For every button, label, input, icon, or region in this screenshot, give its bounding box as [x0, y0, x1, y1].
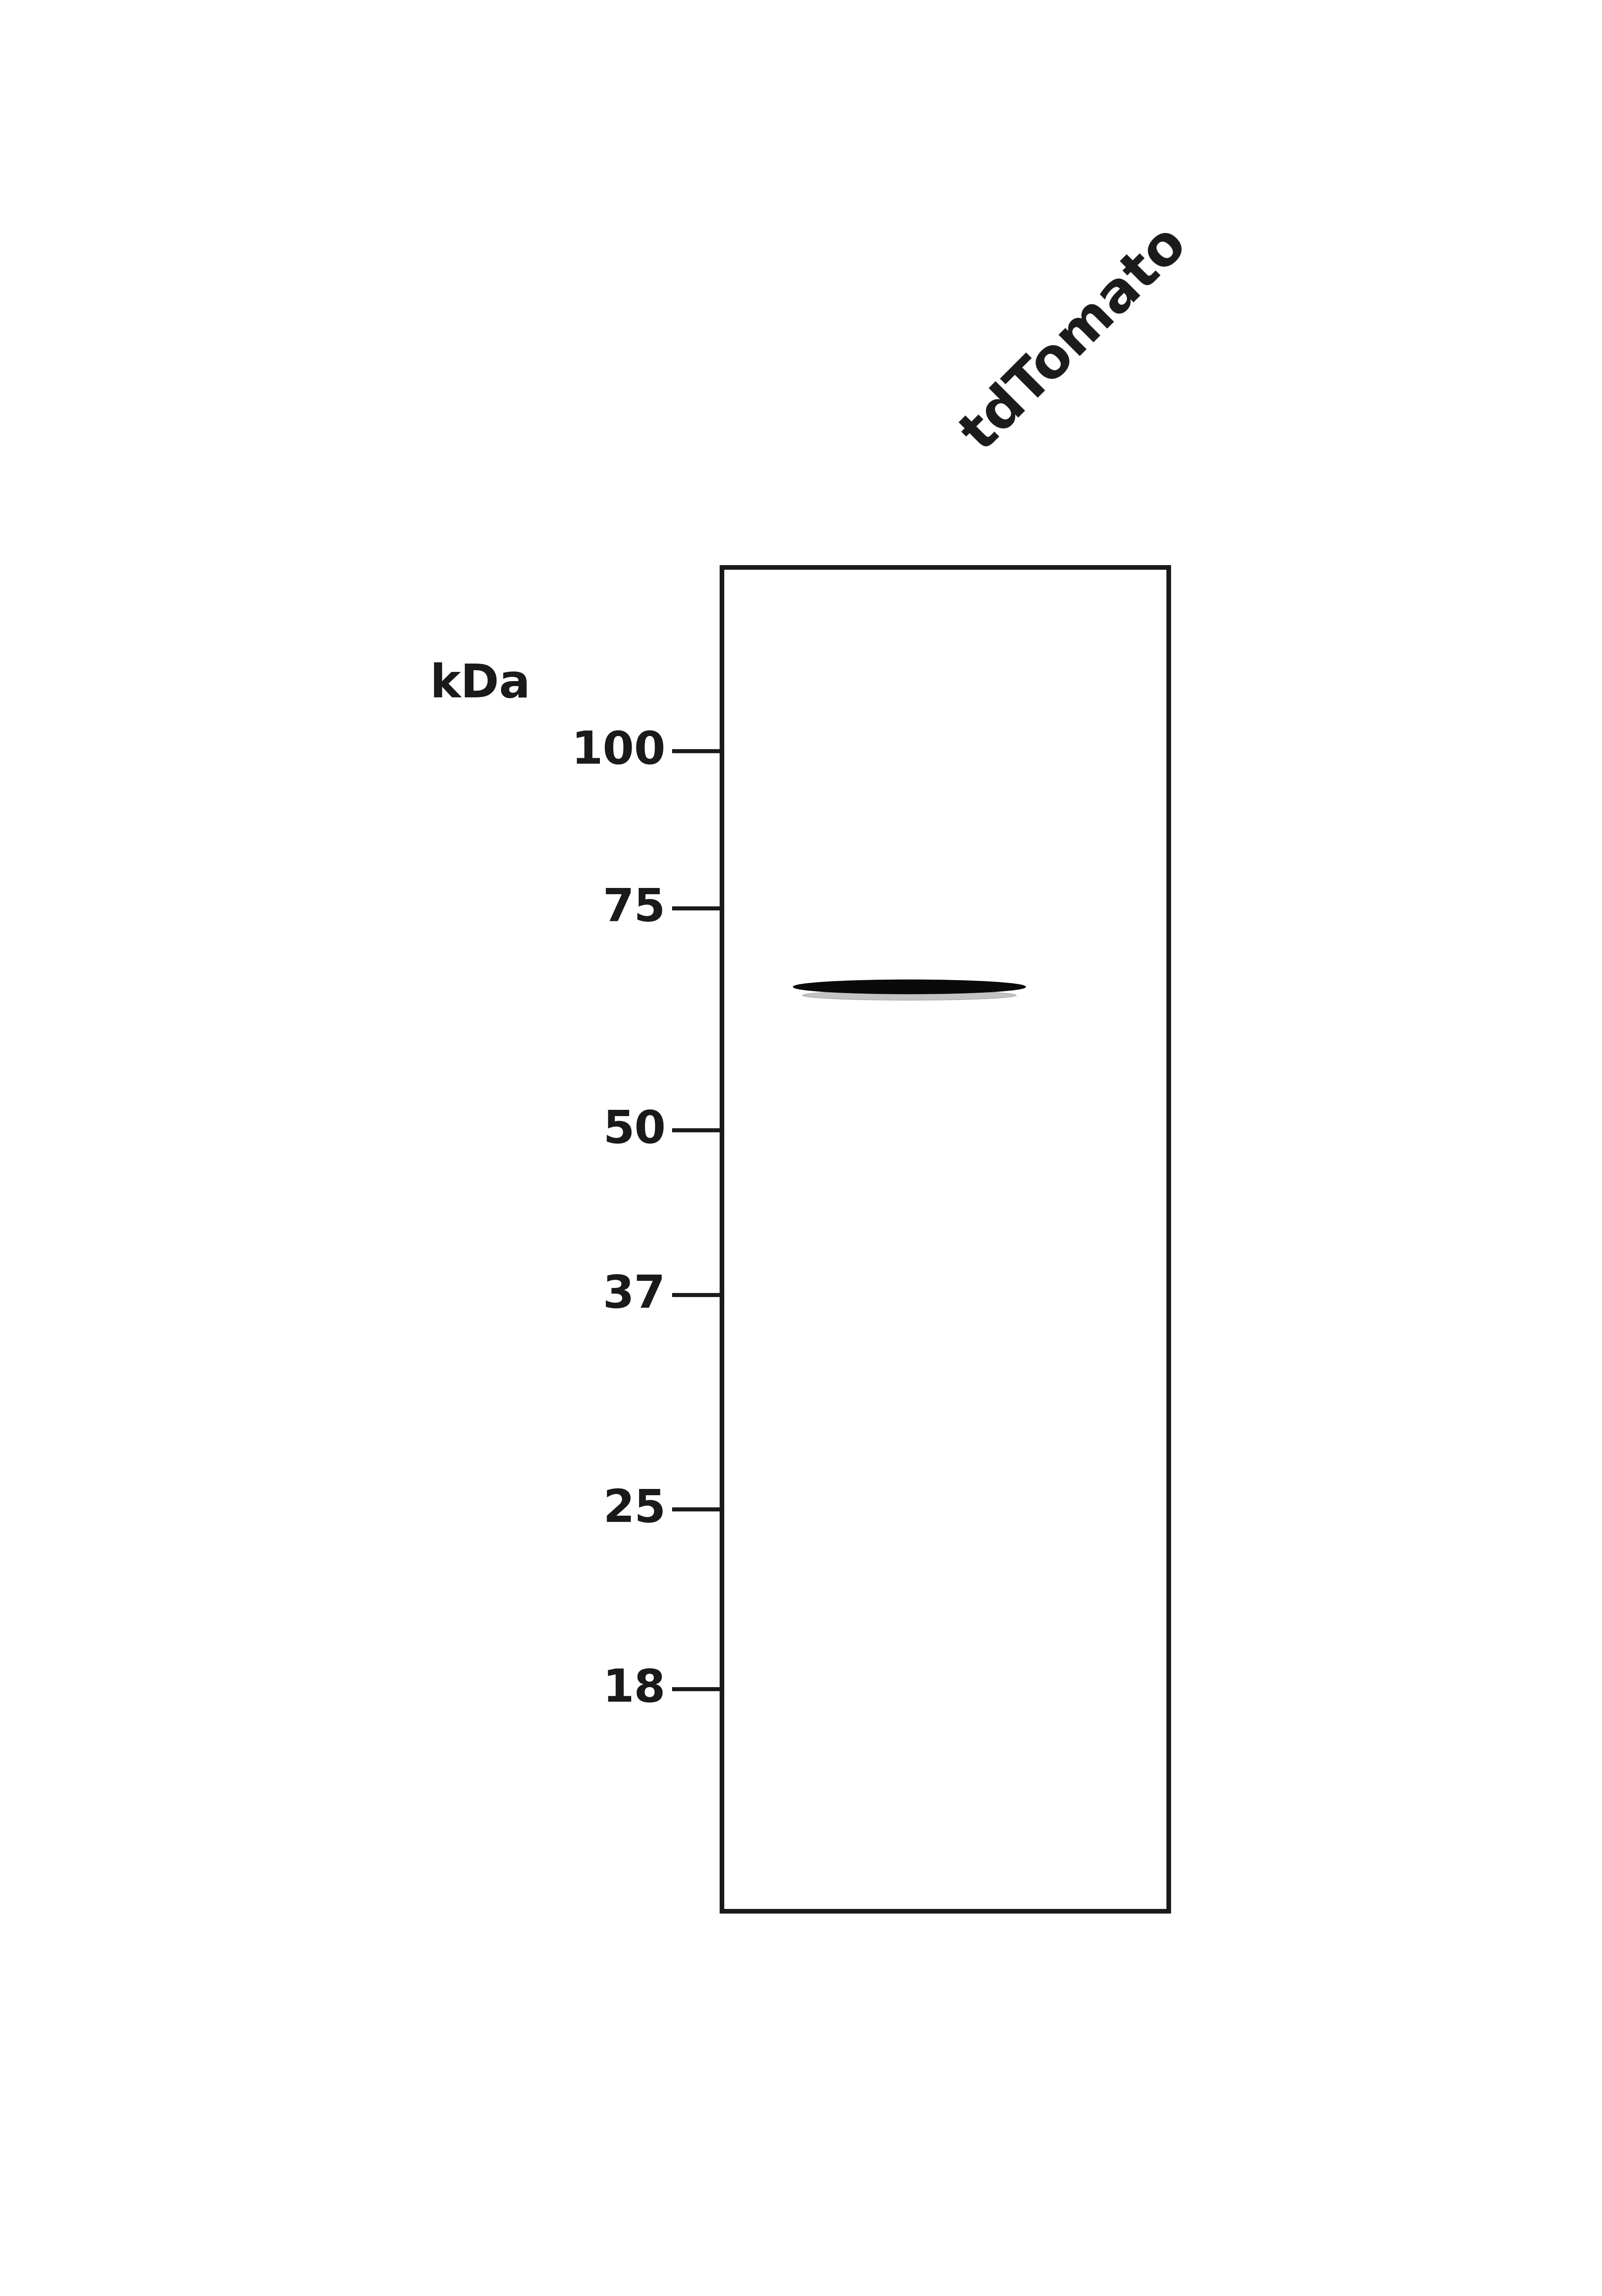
Text: 50: 50: [602, 1109, 666, 1153]
Text: 100: 100: [572, 730, 666, 774]
Text: 75: 75: [602, 886, 666, 930]
Text: kDa: kDa: [429, 664, 530, 707]
Bar: [721, 567, 1168, 1910]
Text: 37: 37: [602, 1272, 666, 1318]
Ellipse shape: [793, 980, 1025, 994]
Text: tdTomato: tdTomato: [953, 216, 1197, 461]
Text: 18: 18: [602, 1667, 666, 1711]
Ellipse shape: [803, 990, 1016, 1001]
Text: 25: 25: [602, 1488, 666, 1531]
